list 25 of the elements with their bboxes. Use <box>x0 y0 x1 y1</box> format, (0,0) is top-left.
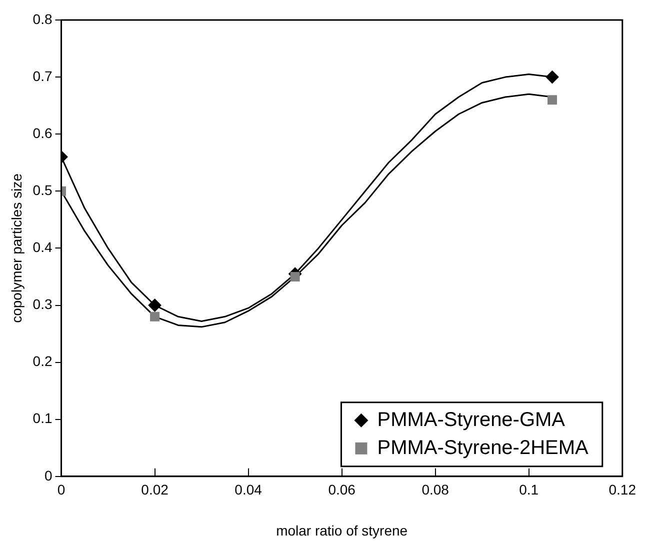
y-tick-label: 0.2 <box>32 353 52 370</box>
y-tick-label: 0.4 <box>32 239 52 256</box>
y-tick-label: 0.6 <box>32 124 52 141</box>
y-tick-label: 0 <box>44 467 52 484</box>
legend-label: PMMA-Styrene-GMA <box>377 408 566 431</box>
y-tick-label: 0.5 <box>32 182 52 198</box>
y-tick-label: 0.3 <box>32 296 52 312</box>
point <box>290 272 300 282</box>
x-tick-label: 0.1 <box>519 482 539 498</box>
x-tick-label: 0.12 <box>608 482 636 498</box>
x-tick-label: 0.08 <box>422 482 450 498</box>
x-tick-label: 0.02 <box>141 482 169 498</box>
y-tick-label: 0.7 <box>32 68 52 84</box>
x-tick-label: 0 <box>57 482 66 498</box>
point <box>150 312 160 322</box>
point <box>546 70 559 84</box>
x-tick-label: 0.06 <box>328 482 356 498</box>
y-axis-title: copolymer particles size <box>8 173 24 323</box>
x-axis-title: molar ratio of styrene <box>276 522 408 538</box>
point <box>547 95 557 105</box>
legend-label: PMMA-Styrene-2HEMA <box>377 436 590 459</box>
point <box>148 298 162 312</box>
x-tick-label: 0.04 <box>234 482 262 498</box>
y-tick-label: 0.1 <box>32 410 52 426</box>
y-tick-label: 0.8 <box>32 10 52 27</box>
